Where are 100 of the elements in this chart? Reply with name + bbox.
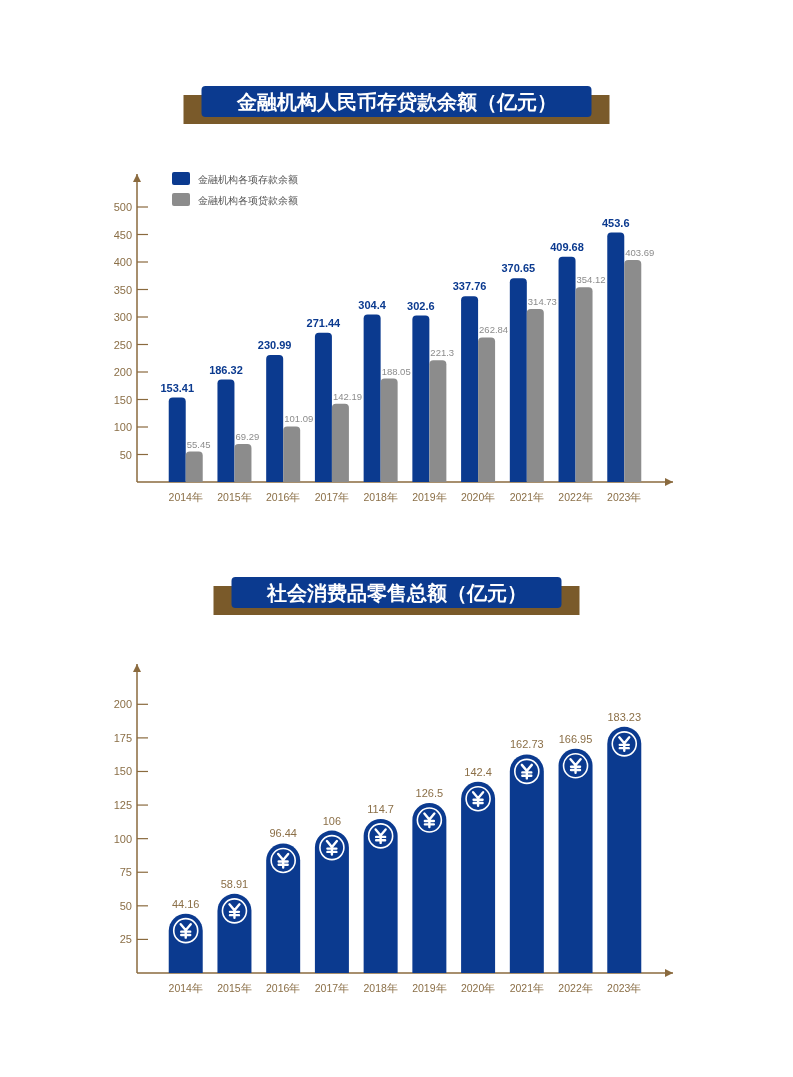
data-label: 142.19 bbox=[332, 390, 362, 402]
x-tick-label: 2022年 bbox=[558, 491, 593, 503]
y-tick-label: 150 bbox=[113, 765, 132, 778]
data-label: 354.12 bbox=[576, 274, 606, 286]
y-tick-label: 200 bbox=[113, 698, 132, 711]
bar bbox=[624, 259, 642, 482]
y-tick-label: 100 bbox=[113, 421, 132, 433]
x-tick-label: 2023年 bbox=[607, 982, 642, 994]
bar bbox=[314, 332, 332, 482]
legend-label: 金融机构各项存款余额 bbox=[198, 173, 298, 185]
x-tick-label: 2014年 bbox=[168, 491, 203, 503]
data-label: 55.45 bbox=[186, 438, 211, 450]
data-label: 230.99 bbox=[257, 338, 292, 351]
y-tick-label: 150 bbox=[113, 393, 132, 406]
data-label: 370.65 bbox=[501, 262, 536, 275]
bar bbox=[266, 354, 284, 482]
data-label: 403.69 bbox=[625, 246, 655, 258]
chart-title: 金融机构人民币存贷款余额（亿元） bbox=[235, 91, 557, 113]
bar bbox=[314, 830, 349, 973]
data-label: 302.6 bbox=[407, 299, 435, 312]
y-tick-label: 50 bbox=[119, 899, 132, 912]
bar bbox=[526, 308, 544, 482]
bar bbox=[185, 451, 203, 482]
data-label: 58.91 bbox=[220, 877, 249, 890]
bar bbox=[217, 379, 235, 482]
y-tick-label: 300 bbox=[113, 311, 132, 323]
data-label: 101.09 bbox=[284, 413, 314, 425]
y-tick-label: 200 bbox=[113, 366, 132, 378]
y-tick-label: 500 bbox=[113, 201, 132, 213]
x-tick-label: 2014年 bbox=[168, 982, 203, 994]
bar bbox=[509, 278, 527, 482]
legend-label: 金融机构各项贷款余额 bbox=[198, 194, 298, 206]
data-label: 314.73 bbox=[527, 295, 557, 307]
data-label: 337.76 bbox=[452, 280, 487, 293]
bar bbox=[558, 256, 576, 482]
x-tick-label: 2022年 bbox=[558, 982, 593, 994]
y-tick-label: 400 bbox=[113, 256, 132, 268]
y-tick-label: 350 bbox=[113, 283, 132, 296]
data-label: 166.95 bbox=[558, 732, 593, 745]
data-label: 453.6 bbox=[602, 216, 630, 229]
x-tick-label: 2021年 bbox=[509, 982, 544, 994]
x-tick-label: 2023年 bbox=[607, 491, 642, 503]
bar bbox=[429, 360, 447, 482]
chart-title: 社会消费品零售总额（亿元） bbox=[265, 582, 527, 604]
bar bbox=[461, 781, 496, 973]
bar bbox=[412, 315, 430, 482]
y-tick-label: 75 bbox=[119, 866, 132, 879]
bar bbox=[266, 843, 301, 973]
data-label: 188.05 bbox=[381, 365, 411, 377]
data-label: 126.5 bbox=[415, 787, 444, 800]
x-tick-label: 2015年 bbox=[217, 491, 252, 503]
data-label: 44.16 bbox=[171, 897, 200, 910]
x-tick-label: 2017年 bbox=[314, 491, 350, 503]
x-tick-label: 2019年 bbox=[412, 982, 447, 994]
bar bbox=[461, 296, 479, 482]
bar bbox=[607, 232, 625, 482]
y-tick-label: 25 bbox=[119, 933, 132, 946]
data-label: 153.41 bbox=[160, 381, 195, 394]
data-label: 409.68 bbox=[550, 240, 584, 253]
y-tick-label: 100 bbox=[113, 832, 132, 845]
y-tick-label: 250 bbox=[113, 338, 132, 351]
bar bbox=[412, 803, 447, 973]
bar bbox=[283, 426, 301, 482]
x-tick-label: 2015年 bbox=[217, 982, 252, 994]
data-label: 114.7 bbox=[367, 802, 394, 815]
data-label: 142.4 bbox=[464, 765, 492, 778]
data-label: 304.4 bbox=[358, 298, 386, 311]
bar bbox=[363, 314, 381, 482]
data-label: 106 bbox=[322, 814, 342, 827]
y-tick-label: 125 bbox=[113, 799, 132, 812]
data-label: 262.84 bbox=[479, 324, 509, 336]
data-label: 183.23 bbox=[607, 710, 642, 723]
x-tick-label: 2020年 bbox=[460, 982, 496, 994]
data-label: 221.3 bbox=[430, 347, 455, 359]
x-tick-label: 2017年 bbox=[314, 982, 350, 994]
y-tick-label: 175 bbox=[113, 731, 132, 744]
bar bbox=[363, 818, 398, 973]
bar bbox=[509, 754, 544, 973]
bar bbox=[168, 397, 186, 482]
y-tick-label: 50 bbox=[119, 448, 132, 461]
x-tick-label: 2018年 bbox=[363, 491, 398, 503]
y-tick-label: 450 bbox=[113, 228, 132, 241]
data-label: 69.29 bbox=[235, 430, 260, 442]
x-tick-label: 2021年 bbox=[509, 491, 544, 503]
bar bbox=[234, 443, 252, 482]
data-label: 96.44 bbox=[269, 827, 297, 840]
x-tick-label: 2019年 bbox=[412, 491, 447, 503]
data-label: 162.73 bbox=[510, 738, 544, 751]
bar bbox=[478, 337, 496, 482]
x-tick-label: 2016年 bbox=[266, 491, 301, 503]
bar bbox=[558, 748, 593, 973]
x-tick-label: 2018年 bbox=[363, 982, 398, 994]
data-label: 271.44 bbox=[306, 316, 341, 329]
bar bbox=[575, 287, 593, 482]
data-label: 186.32 bbox=[209, 363, 243, 376]
bar bbox=[217, 893, 252, 973]
x-tick-label: 2020年 bbox=[460, 491, 496, 503]
x-tick-label: 2016年 bbox=[266, 982, 301, 994]
bar bbox=[607, 726, 642, 973]
bar bbox=[331, 403, 349, 482]
